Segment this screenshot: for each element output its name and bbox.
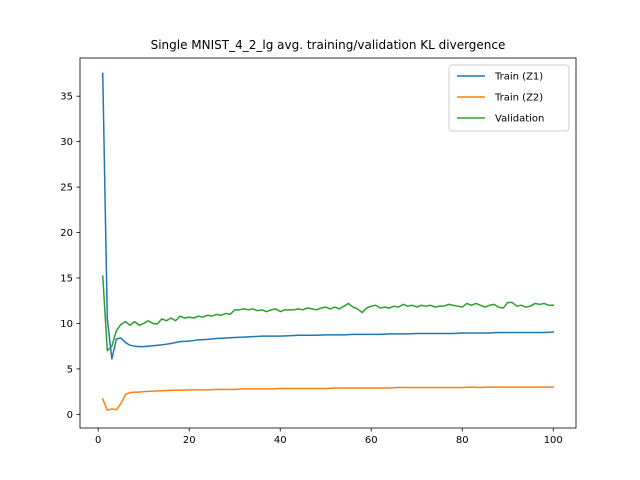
y-tick-label: 35 — [60, 92, 73, 103]
x-tick-label: 60 — [365, 435, 378, 446]
y-tick-label: 25 — [60, 183, 73, 194]
legend-label-2: Validation — [495, 114, 544, 125]
legend-box — [448, 64, 570, 132]
y-tick-label: 10 — [60, 319, 73, 330]
y-tick-label: 0 — [67, 410, 73, 421]
x-tick-label: 100 — [544, 435, 563, 446]
legend: Train (Z1) Train (Z2) Validation — [448, 64, 570, 132]
legend-label-0: Train (Z1) — [494, 72, 543, 83]
series-line-2 — [101, 275, 554, 352]
y-tick-label: 15 — [60, 274, 73, 285]
y-tick-label: 5 — [67, 364, 73, 375]
series-lines — [101, 72, 555, 412]
y-tick-label: 20 — [60, 228, 73, 239]
x-tick-label: 80 — [456, 435, 469, 446]
series-line-1 — [101, 386, 554, 412]
y-axis: 0 5 10 15 20 25 30 35 — [60, 92, 80, 421]
series-line-0 — [101, 72, 555, 360]
x-tick-label: 0 — [95, 435, 101, 446]
chart-title: Single MNIST_4_2_lg avg. training/valida… — [151, 38, 506, 52]
y-tick-label: 30 — [60, 137, 73, 148]
legend-label-1: Train (Z2) — [494, 93, 543, 104]
x-axis: 0 20 40 60 80 100 — [95, 428, 563, 446]
x-tick-label: 20 — [183, 435, 196, 446]
x-tick-label: 40 — [274, 435, 287, 446]
